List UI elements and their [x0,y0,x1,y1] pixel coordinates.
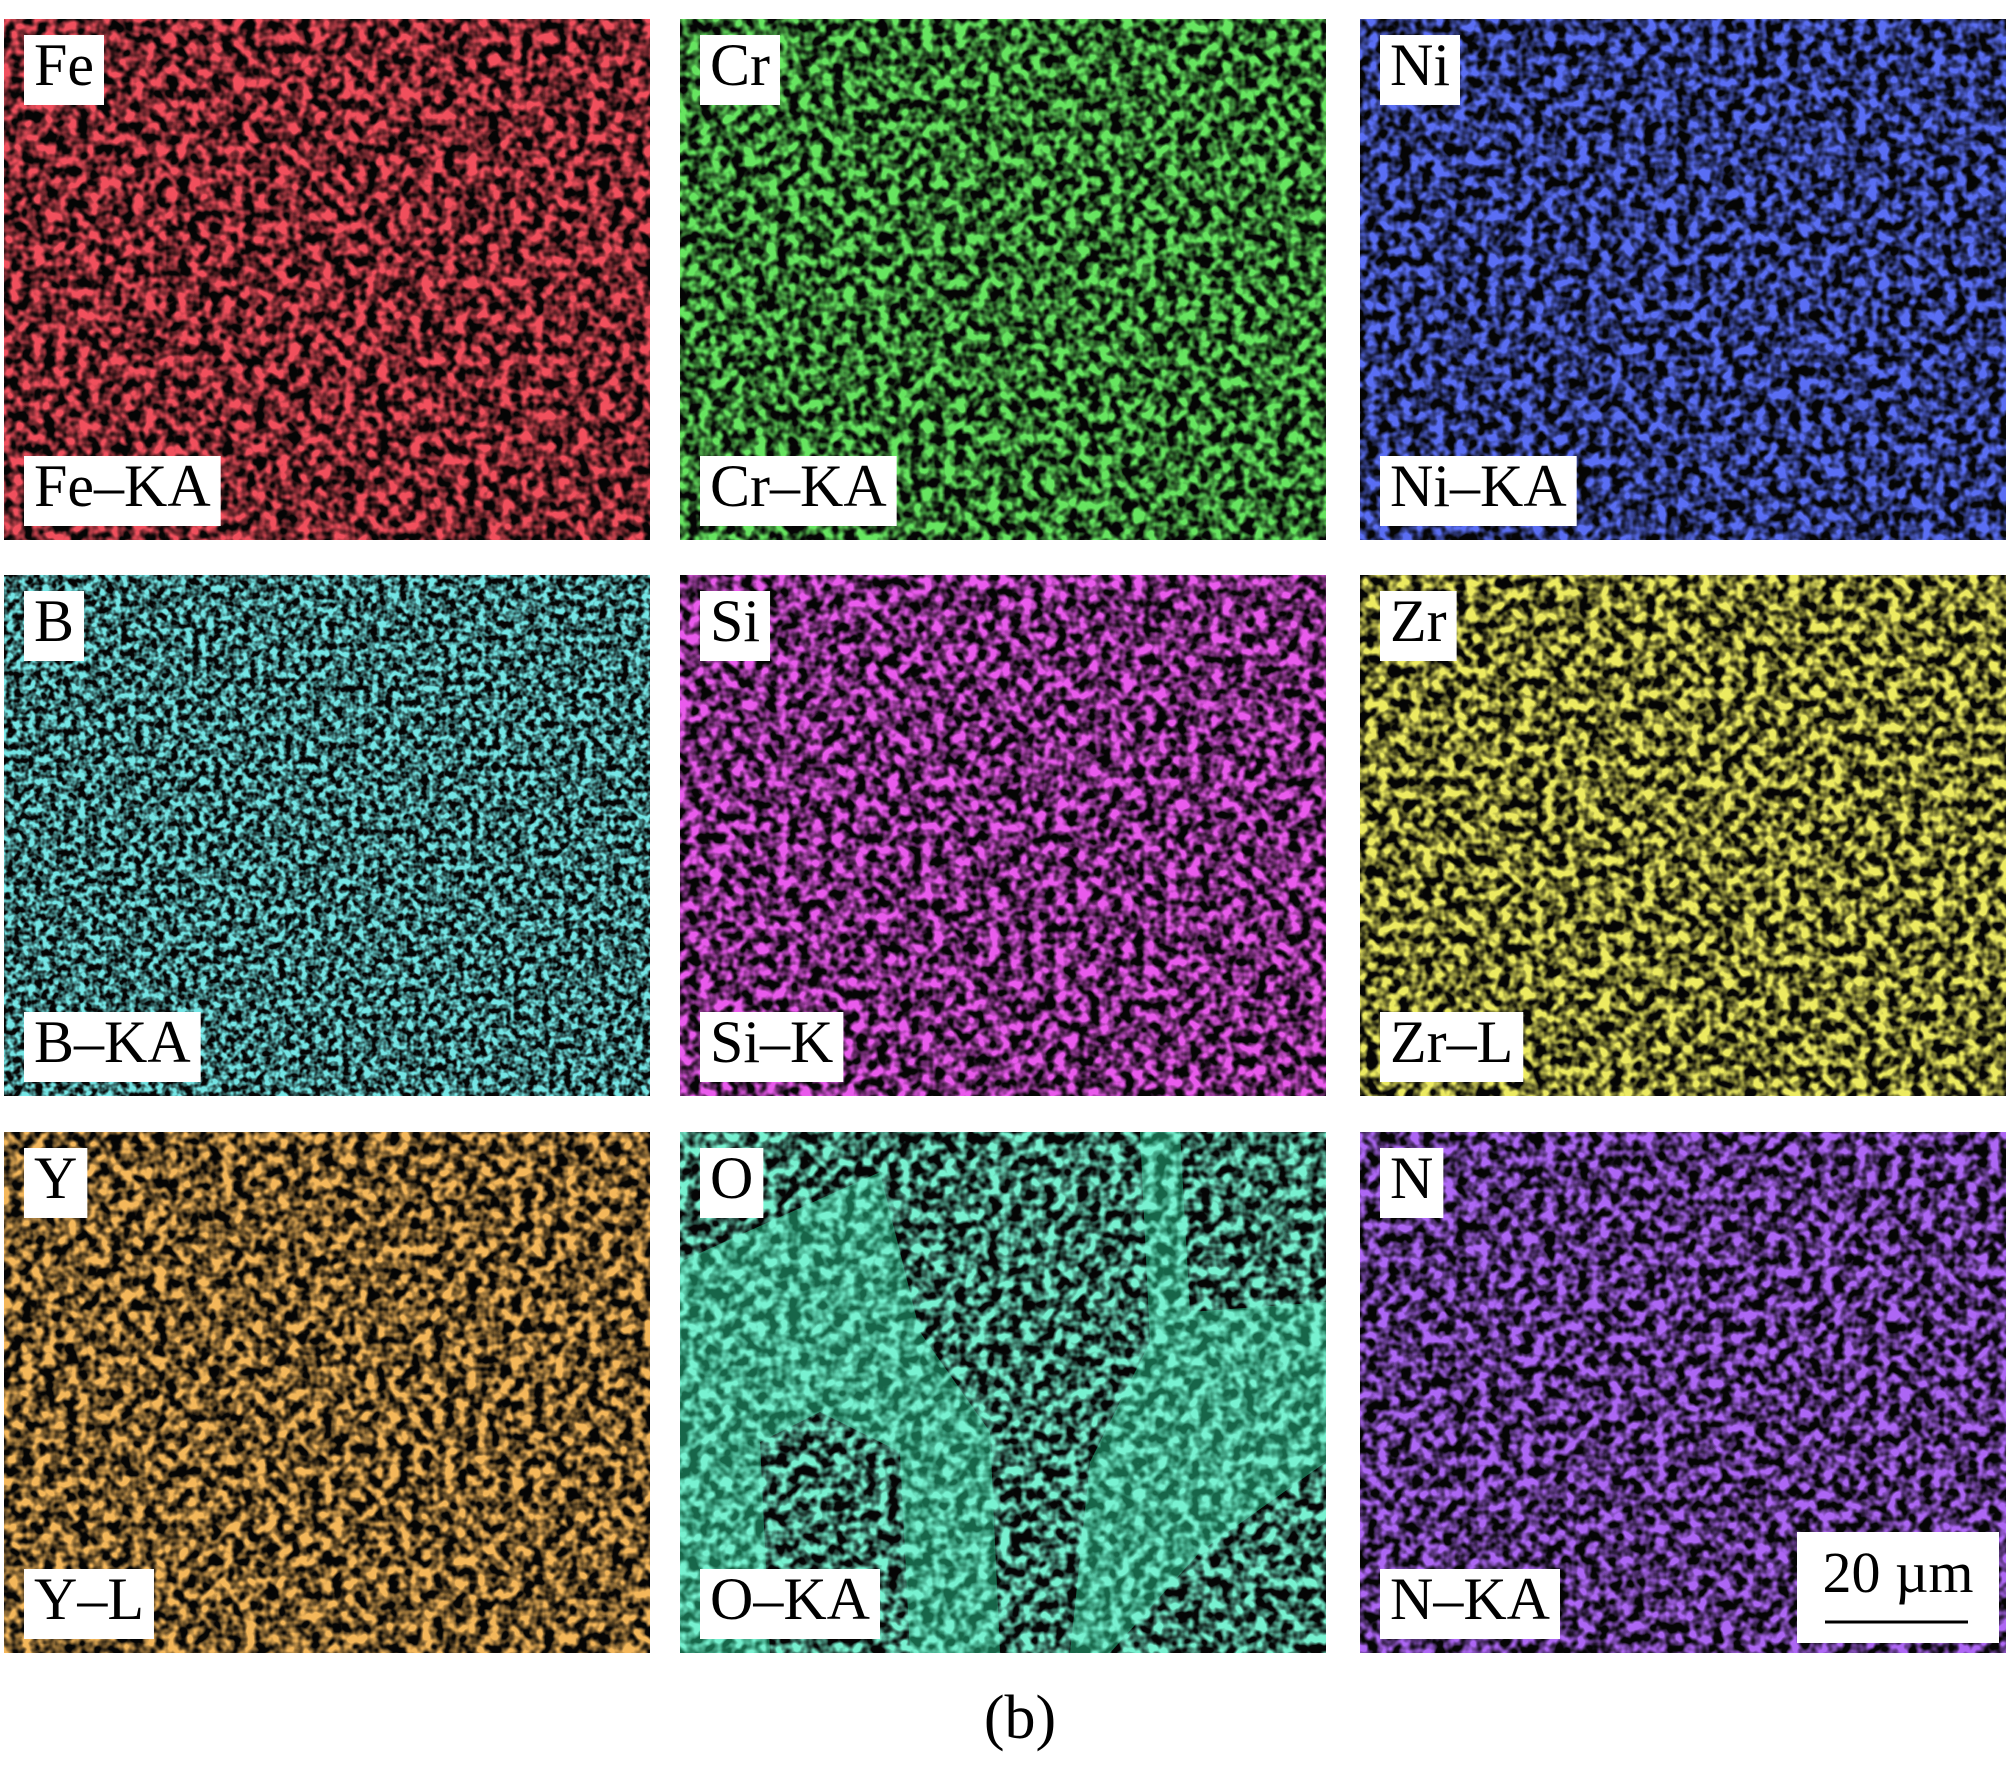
line-label: Fe–KA [34,453,211,519]
map-panel: Fe Fe–KA [4,19,650,540]
element-map [680,1132,1326,1653]
line-label-box [24,1012,201,1082]
element-map [1360,575,2006,1096]
scale-bar-label: 20 µm [1822,1540,1973,1605]
map-panel: Ni Ni–KA [1360,19,2006,540]
element-map [680,19,1326,540]
element-map [4,1132,650,1653]
element-label-box [700,591,771,661]
line-label: Zr–L [1390,1009,1513,1075]
element-label: O [710,1145,753,1211]
line-label-box [24,456,221,526]
line-label: Y–L [34,1566,144,1632]
element-map [680,575,1326,1096]
element-label-box [1380,1148,1444,1218]
line-label-box [1380,456,1577,526]
caption: (b) [984,1684,1056,1752]
element-label-box [24,1148,88,1218]
element-label: Y [34,1145,77,1211]
element-label: Ni [1390,32,1450,98]
element-label-box [1380,35,1460,105]
line-label: B–KA [34,1009,191,1075]
line-label-box [24,1569,154,1639]
line-label-box [700,456,897,526]
element-label-box [24,35,104,105]
element-label-box [24,591,85,661]
element-map [1360,19,2006,540]
map-panel: Zr Zr–L [1360,575,2006,1096]
element-label: B [34,588,74,654]
scale-bar: 20 µm [1797,1532,1999,1643]
map-panel: B B–KA [4,575,650,1096]
line-label-box [700,1569,880,1639]
element-label-box [700,1148,764,1218]
element-label: Fe [34,32,94,98]
map-panel: Y Y–L [4,1132,650,1653]
scale-bar-box [1797,1532,1999,1643]
line-label-box [1380,1569,1560,1639]
line-label-box [1380,1012,1524,1082]
line-label: Cr–KA [710,453,887,519]
element-label-box [1380,591,1457,661]
line-label: N–KA [1390,1566,1550,1632]
line-label: O–KA [710,1566,870,1632]
line-label: Si–K [710,1009,833,1075]
line-label: Ni–KA [1390,453,1567,519]
map-panel: Si Si–K [680,575,1326,1096]
element-map [4,575,650,1096]
element-label: Zr [1390,588,1447,654]
element-map [4,19,650,540]
map-panel: Cr Cr–KA [680,19,1326,540]
map-panel: O O–KA [680,1132,1326,1653]
element-label: Cr [710,32,770,98]
line-label-box [700,1012,844,1082]
map-panel: N N–KA [1360,1132,2006,1653]
element-label: Si [710,588,760,654]
element-label-box [700,35,781,105]
element-label: N [1390,1145,1433,1211]
